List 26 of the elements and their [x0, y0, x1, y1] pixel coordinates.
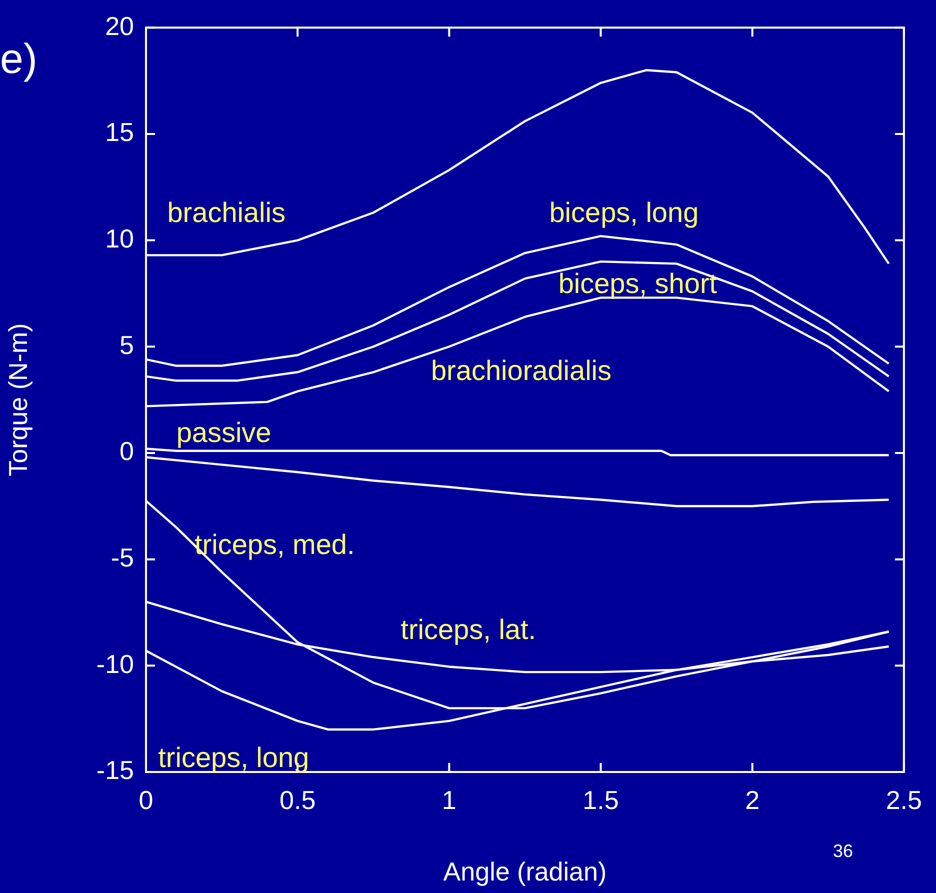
y-tick-label: 10 — [105, 223, 134, 254]
series-label: brachioradialis — [430, 354, 612, 386]
text: 36 — [833, 841, 854, 861]
text: e) — [0, 35, 38, 82]
x-tick-label: 2 — [745, 784, 760, 815]
x-tick-label: 0.5 — [280, 784, 316, 815]
x-tick-label: 1 — [442, 784, 456, 815]
x-tick-label: 0 — [138, 784, 154, 815]
y-tick-label: 20 — [105, 10, 134, 41]
y-tick-label: 5 — [120, 330, 134, 360]
series-label: biceps, short — [558, 268, 718, 299]
series-label: passive — [176, 416, 272, 448]
y-axis-title: Torque (N-m) — [2, 323, 33, 476]
x-tick-label: 1.5 — [582, 784, 619, 815]
series-label: biceps, long — [549, 197, 699, 228]
x-tick-label: 2.5 — [886, 784, 922, 815]
y-tick-label: -5 — [110, 542, 134, 572]
y-tick-label: -15 — [96, 755, 134, 786]
y-tick-label: -10 — [96, 648, 134, 679]
x-axis-title: Angle (radian) — [443, 856, 607, 887]
y-tick-label: 15 — [105, 117, 134, 148]
y-tick-label: 0 — [120, 436, 134, 466]
series-label: brachialis — [167, 197, 286, 228]
series-label: triceps, lat. — [400, 614, 536, 646]
series-label: triceps, long — [158, 742, 310, 774]
series-label: triceps, med. — [194, 529, 355, 560]
